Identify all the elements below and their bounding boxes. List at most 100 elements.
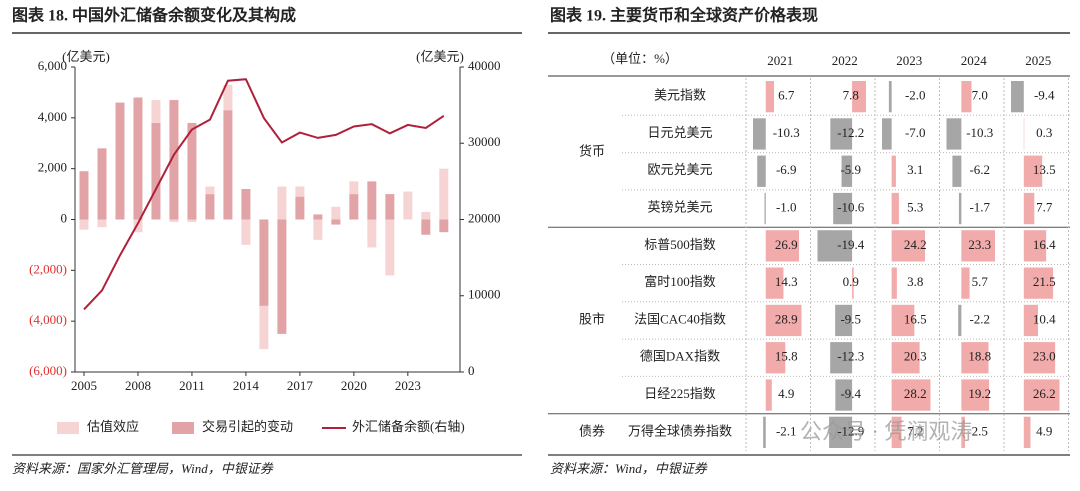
group-label: 货币 bbox=[579, 144, 605, 159]
cell-value: -1.0 bbox=[776, 200, 797, 215]
data-bar bbox=[889, 81, 892, 112]
cell-value: 0.3 bbox=[1036, 125, 1052, 140]
bar bbox=[313, 220, 322, 240]
cell-value: -9.5 bbox=[840, 311, 861, 326]
legend-label: 交易引起的变动 bbox=[202, 419, 293, 434]
cell-value: 14.3 bbox=[775, 274, 798, 289]
bar bbox=[367, 220, 376, 248]
data-bar bbox=[1024, 193, 1034, 224]
cell-value: 21.5 bbox=[1033, 274, 1056, 289]
cell-value: 0.9 bbox=[843, 274, 859, 289]
cell-value: 13.5 bbox=[1033, 162, 1056, 177]
y-tick-label: (2,000) bbox=[29, 261, 67, 276]
cell-value: 3.1 bbox=[907, 162, 923, 177]
cell-value: 5.7 bbox=[972, 274, 989, 289]
y2-tick-label: 0 bbox=[468, 363, 475, 378]
bar bbox=[295, 197, 304, 220]
bar bbox=[187, 123, 196, 220]
cell-value: 2.5 bbox=[972, 423, 988, 438]
cell-value: -10.6 bbox=[837, 200, 865, 215]
cell-value: -12.3 bbox=[837, 349, 864, 364]
x-tick-label: 2014 bbox=[233, 378, 260, 393]
column-header: 2022 bbox=[832, 53, 858, 68]
bar bbox=[79, 220, 88, 230]
row-label: 富时100指数 bbox=[644, 274, 716, 289]
x-tick-label: 2020 bbox=[341, 378, 367, 393]
bar bbox=[97, 220, 106, 228]
bar bbox=[97, 148, 106, 219]
cell-value: 7.0 bbox=[972, 88, 988, 103]
bar bbox=[349, 181, 358, 194]
bar bbox=[187, 220, 196, 223]
cell-value: 20.3 bbox=[904, 349, 927, 364]
bar bbox=[277, 220, 286, 334]
cell-value: 16.4 bbox=[1033, 237, 1056, 252]
cell-value: -9.4 bbox=[1034, 88, 1055, 103]
row-label: 英镑兑美元 bbox=[647, 200, 712, 215]
unit-label: （单位：%） bbox=[602, 51, 678, 66]
data-bar bbox=[757, 156, 766, 187]
y2-tick-label: 20000 bbox=[468, 210, 501, 225]
cell-value: 4.9 bbox=[778, 386, 794, 401]
cell-value: 18.8 bbox=[968, 349, 991, 364]
legend-label: 估值效应 bbox=[87, 419, 139, 434]
bar bbox=[295, 186, 304, 196]
group-label: 债券 bbox=[579, 423, 605, 438]
y-tick-label: (4,000) bbox=[29, 312, 67, 327]
data-bar bbox=[1024, 417, 1031, 448]
legend-label: 外汇储备余额(右轴) bbox=[352, 419, 465, 434]
legend-swatch bbox=[172, 422, 194, 434]
cell-value: 5.3 bbox=[907, 200, 923, 215]
bar bbox=[241, 220, 250, 245]
cell-value: -9.4 bbox=[840, 386, 861, 401]
bar bbox=[223, 110, 232, 219]
bar bbox=[205, 186, 214, 194]
x-tick-label: 2023 bbox=[395, 378, 421, 393]
cell-value: 10.4 bbox=[1033, 311, 1056, 326]
y2-tick-label: 40000 bbox=[468, 58, 501, 73]
data-bar bbox=[947, 118, 962, 149]
row-label: 德国DAX指数 bbox=[640, 349, 720, 364]
y-tick-label: 6,000 bbox=[38, 58, 67, 73]
column-header: 2021 bbox=[767, 53, 793, 68]
cell-value: 26.9 bbox=[775, 237, 798, 252]
bar bbox=[421, 220, 430, 235]
bar bbox=[403, 192, 412, 220]
x-tick-label: 2008 bbox=[125, 378, 151, 393]
watermark: 公众号 · 凭澜观涛 bbox=[800, 419, 972, 444]
column-header: 2023 bbox=[896, 53, 922, 68]
cell-value: -10.3 bbox=[966, 125, 993, 140]
row-label: 日经225指数 bbox=[644, 386, 716, 401]
data-bar bbox=[1011, 81, 1024, 112]
cell-value: 6.7 bbox=[778, 88, 795, 103]
bar bbox=[151, 100, 160, 123]
data-bar bbox=[961, 268, 969, 299]
bar bbox=[151, 123, 160, 220]
cell-value: 4.9 bbox=[1036, 423, 1052, 438]
cell-value: 7.8 bbox=[843, 88, 859, 103]
data-bar bbox=[952, 156, 961, 187]
data-bar bbox=[763, 417, 766, 448]
bar bbox=[79, 171, 88, 219]
data-bar bbox=[892, 268, 897, 299]
y-tick-label: (6,000) bbox=[29, 363, 67, 378]
x-tick-label: 2011 bbox=[179, 378, 205, 393]
cell-value: -6.2 bbox=[969, 162, 990, 177]
cell-value: 28.9 bbox=[775, 311, 798, 326]
bar bbox=[349, 194, 358, 219]
bar bbox=[331, 207, 340, 220]
row-label: 美元指数 bbox=[654, 88, 706, 103]
bar bbox=[385, 220, 394, 276]
cell-value: 26.2 bbox=[1033, 386, 1056, 401]
group-label: 股市 bbox=[579, 311, 605, 326]
cell-value: -19.4 bbox=[837, 237, 865, 252]
bar bbox=[241, 189, 250, 220]
bar bbox=[169, 220, 178, 223]
cell-value: -2.2 bbox=[969, 311, 990, 326]
data-bar bbox=[959, 193, 961, 224]
cell-value: 23.0 bbox=[1033, 349, 1056, 364]
source: 资料来源：国家外汇管理局，Wind，中银证券 bbox=[12, 461, 274, 476]
bar bbox=[367, 181, 376, 219]
cell-value: -1.7 bbox=[969, 200, 990, 215]
